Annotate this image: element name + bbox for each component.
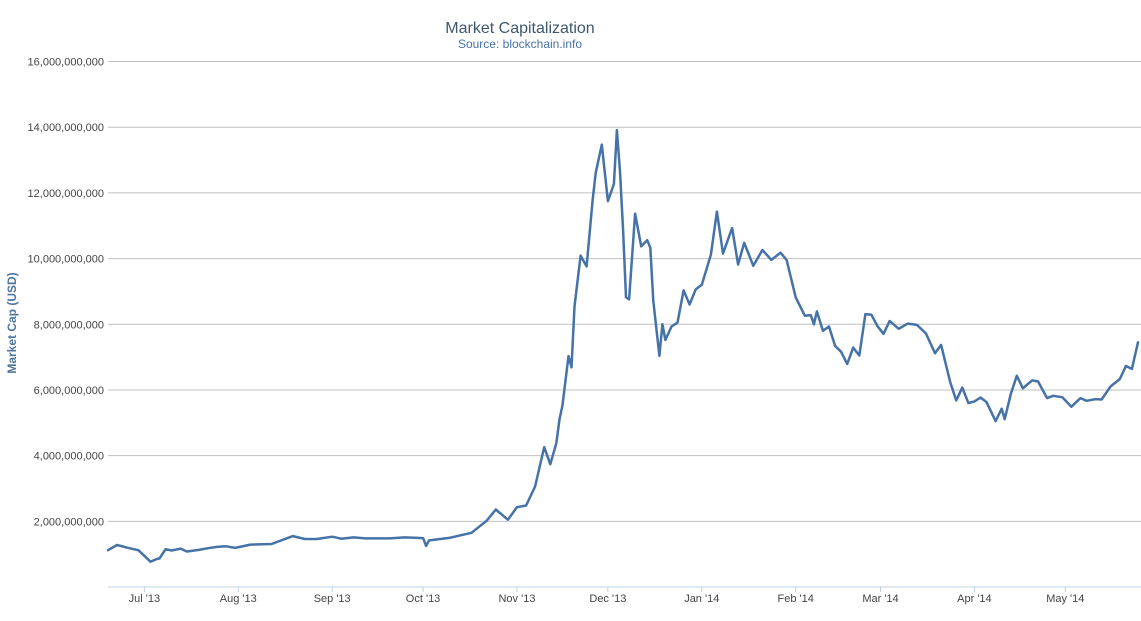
y-axis-title: Market Cap (USD)	[5, 272, 19, 373]
x-tick-label: Apr '14	[957, 593, 992, 605]
x-tick-label: Jan '14	[684, 593, 719, 605]
x-tick-label: Oct '13	[406, 593, 441, 605]
y-tick-label: 2,000,000,000	[34, 516, 104, 528]
x-tick-label: Nov '13	[498, 593, 535, 605]
chart-title: Market Capitalization	[445, 20, 594, 37]
x-tick-label: Jul '13	[129, 593, 160, 605]
chart-subtitle: Source: blockchain.info	[458, 37, 582, 51]
y-tick-label: 6,000,000,000	[34, 385, 104, 397]
x-tick-label: Aug '13	[220, 593, 257, 605]
x-tick-label: Dec '13	[589, 593, 626, 605]
y-tick-label: 14,000,000,000	[28, 122, 104, 134]
market-cap-series-line	[106, 128, 1140, 563]
y-tick-label: 4,000,000,000	[34, 451, 104, 463]
y-axis-ticks: 2,000,000,000 4,000,000,000 6,000,000,000 8…	[28, 57, 104, 529]
y-tick-label: 12,000,000,000	[28, 188, 104, 200]
x-tick-label: Feb '14	[777, 593, 813, 605]
x-tick-label: May '14	[1046, 593, 1084, 605]
y-tick-label: 10,000,000,000	[28, 254, 104, 266]
y-tick-label: 8,000,000,000	[34, 319, 104, 331]
x-tick-label: Mar '14	[862, 593, 898, 605]
y-tick-label: 16,000,000,000	[28, 57, 104, 69]
x-axis-ticks: Jul '13 Aug '13 Sep '13 Oct '13 Nov '13 Dec '…	[129, 587, 1084, 605]
x-tick-label: Sep '13	[314, 593, 351, 605]
